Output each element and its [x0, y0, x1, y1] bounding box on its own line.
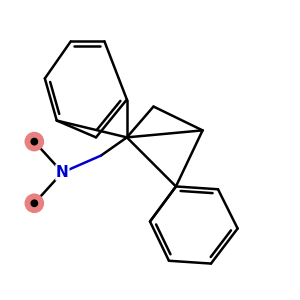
Circle shape	[25, 194, 44, 212]
Text: N: N	[56, 165, 69, 180]
Circle shape	[31, 138, 38, 145]
Circle shape	[25, 133, 44, 151]
Circle shape	[31, 200, 38, 206]
